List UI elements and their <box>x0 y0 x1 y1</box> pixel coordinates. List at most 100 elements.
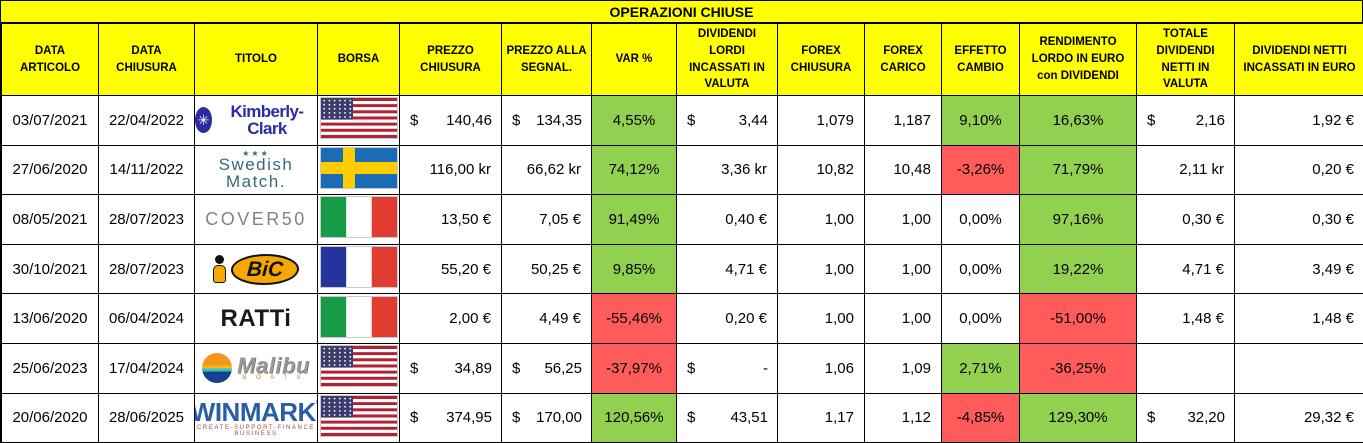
cell-titolo[interactable]: ✳ Kimberly-Clark <box>194 95 318 146</box>
column-header-borsa[interactable]: BORSA <box>317 23 400 96</box>
cell-prezzo-segnal[interactable]: 66,62 kr <box>501 144 592 196</box>
cell-var-pct[interactable]: 4,55% <box>591 95 677 146</box>
cell-dividendi-lordi[interactable]: 3,36 kr <box>676 144 778 196</box>
cell-forex-chiusura[interactable]: 1,00 <box>777 293 865 344</box>
cell-data-chiusura[interactable]: 28/06/2025 <box>98 392 195 443</box>
cell-tot-div-netti-valuta[interactable]: 4,71 € <box>1136 243 1235 295</box>
cell-prezzo-segnal[interactable]: $170,00 <box>501 392 592 443</box>
cell-var-pct[interactable]: 74,12% <box>591 144 677 196</box>
cell-dividendi-lordi[interactable]: 0,20 € <box>676 293 778 344</box>
cell-div-netti-euro[interactable] <box>1234 342 1363 394</box>
cell-div-netti-euro[interactable]: 3,49 € <box>1234 243 1363 295</box>
cell-titolo[interactable]: Malibu B O A T S <box>194 342 318 394</box>
cell-dividendi-lordi[interactable]: 0,40 € <box>676 194 778 245</box>
cell-titolo[interactable]: RATTi <box>194 293 318 344</box>
cell-borsa[interactable] <box>317 144 400 196</box>
cell-prezzo-segnal[interactable]: 7,05 € <box>501 194 592 245</box>
cell-forex-carico[interactable]: 10,48 <box>864 144 942 196</box>
cell-data-chiusura[interactable]: 14/11/2022 <box>98 144 195 196</box>
cell-div-netti-euro[interactable]: 0,30 € <box>1234 194 1363 245</box>
column-header-forex-carico[interactable]: FOREX CARICO <box>864 23 942 96</box>
cell-data-articolo[interactable]: 03/07/2021 <box>1 95 99 146</box>
cell-tot-div-netti-valuta[interactable] <box>1136 342 1235 394</box>
cell-prezzo-chiusura[interactable]: 55,20 € <box>399 243 502 295</box>
cell-data-chiusura[interactable]: 17/04/2024 <box>98 342 195 394</box>
cell-tot-div-netti-valuta[interactable]: $2,16 <box>1136 95 1235 146</box>
cell-forex-carico[interactable]: 1,187 <box>864 95 942 146</box>
cell-data-articolo[interactable]: 13/06/2020 <box>1 293 99 344</box>
cell-div-netti-euro[interactable]: 1,48 € <box>1234 293 1363 344</box>
cell-prezzo-segnal[interactable]: 4,49 € <box>501 293 592 344</box>
column-header-data-articolo[interactable]: DATA ARTICOLO <box>1 23 99 96</box>
cell-effetto-cambio[interactable]: 2,71% <box>941 342 1020 394</box>
cell-tot-div-netti-valuta[interactable]: $32,20 <box>1136 392 1235 443</box>
cell-prezzo-chiusura[interactable]: 2,00 € <box>399 293 502 344</box>
cell-data-chiusura[interactable]: 28/07/2023 <box>98 194 195 245</box>
column-header-div-netti-euro[interactable]: DIVIDENDI NETTI INCASSATI IN EURO <box>1234 23 1363 96</box>
cell-dividendi-lordi[interactable]: $3,44 <box>676 95 778 146</box>
cell-effetto-cambio[interactable]: -3,26% <box>941 144 1020 196</box>
cell-dividendi-lordi[interactable]: 4,71 € <box>676 243 778 295</box>
column-header-var-pct[interactable]: VAR % <box>591 23 677 96</box>
cell-titolo[interactable]: WINMARK®CREATE-SUPPORT-FINANCE BUSINESS <box>194 392 318 443</box>
cell-effetto-cambio[interactable]: 0,00% <box>941 194 1020 245</box>
cell-prezzo-segnal[interactable]: $134,35 <box>501 95 592 146</box>
cell-effetto-cambio[interactable]: 0,00% <box>941 243 1020 295</box>
column-header-tot-div-netti-valuta[interactable]: TOTALE DIVIDENDI NETTI IN VALUTA <box>1136 23 1235 96</box>
cell-data-articolo[interactable]: 27/06/2020 <box>1 144 99 196</box>
cell-borsa[interactable] <box>317 95 400 146</box>
cell-data-articolo[interactable]: 30/10/2021 <box>1 243 99 295</box>
column-header-effetto-cambio[interactable]: EFFETTO CAMBIO <box>941 23 1020 96</box>
cell-forex-chiusura[interactable]: 1,00 <box>777 194 865 245</box>
cell-forex-carico[interactable]: 1,00 <box>864 293 942 344</box>
cell-div-netti-euro[interactable]: 1,92 € <box>1234 95 1363 146</box>
cell-forex-carico[interactable]: 1,00 <box>864 194 942 245</box>
cell-borsa[interactable] <box>317 243 400 295</box>
cell-dividendi-lordi[interactable]: $43,51 <box>676 392 778 443</box>
cell-prezzo-chiusura[interactable]: $140,46 <box>399 95 502 146</box>
cell-prezzo-segnal[interactable]: 50,25 € <box>501 243 592 295</box>
cell-forex-chiusura[interactable]: 1,06 <box>777 342 865 394</box>
cell-effetto-cambio[interactable]: -4,85% <box>941 392 1020 443</box>
cell-titolo[interactable]: ★★★ Swedish Match. <box>194 144 318 196</box>
cell-tot-div-netti-valuta[interactable]: 2,11 kr <box>1136 144 1235 196</box>
cell-rendimento[interactable]: 97,16% <box>1019 194 1137 245</box>
cell-borsa[interactable] <box>317 293 400 344</box>
cell-data-articolo[interactable]: 08/05/2021 <box>1 194 99 245</box>
cell-var-pct[interactable]: -37,97% <box>591 342 677 394</box>
cell-rendimento[interactable]: -36,25% <box>1019 342 1137 394</box>
cell-var-pct[interactable]: 9,85% <box>591 243 677 295</box>
cell-tot-div-netti-valuta[interactable]: 1,48 € <box>1136 293 1235 344</box>
cell-forex-chiusura[interactable]: 1,079 <box>777 95 865 146</box>
cell-forex-chiusura[interactable]: 1,00 <box>777 243 865 295</box>
cell-var-pct[interactable]: 91,49% <box>591 194 677 245</box>
column-header-prezzo-chiusura[interactable]: PREZZO CHIUSURA <box>399 23 502 96</box>
cell-titolo[interactable]: BiC <box>194 243 318 295</box>
cell-prezzo-chiusura[interactable]: $374,95 <box>399 392 502 443</box>
column-header-prezzo-segnal[interactable]: PREZZO ALLA SEGNAL. <box>501 23 592 96</box>
column-header-forex-chiusura[interactable]: FOREX CHIUSURA <box>777 23 865 96</box>
cell-div-netti-euro[interactable]: 0,20 € <box>1234 144 1363 196</box>
cell-prezzo-chiusura[interactable]: 116,00 kr <box>399 144 502 196</box>
column-header-dividendi-lordi[interactable]: DIVIDENDI LORDI INCASSATI IN VALUTA <box>676 23 778 96</box>
cell-forex-chiusura[interactable]: 10,82 <box>777 144 865 196</box>
cell-borsa[interactable] <box>317 194 400 245</box>
cell-rendimento[interactable]: 129,30% <box>1019 392 1137 443</box>
cell-forex-carico[interactable]: 1,00 <box>864 243 942 295</box>
cell-forex-carico[interactable]: 1,09 <box>864 342 942 394</box>
column-header-rendimento[interactable]: RENDIMENTO LORDO IN EURO con DIVIDENDI <box>1019 23 1137 96</box>
cell-rendimento[interactable]: 16,63% <box>1019 95 1137 146</box>
cell-data-chiusura[interactable]: 06/04/2024 <box>98 293 195 344</box>
cell-data-chiusura[interactable]: 22/04/2022 <box>98 95 195 146</box>
cell-effetto-cambio[interactable]: 9,10% <box>941 95 1020 146</box>
cell-var-pct[interactable]: 120,56% <box>591 392 677 443</box>
cell-div-netti-euro[interactable]: 29,32 € <box>1234 392 1363 443</box>
cell-var-pct[interactable]: -55,46% <box>591 293 677 344</box>
cell-borsa[interactable] <box>317 342 400 394</box>
cell-rendimento[interactable]: 19,22% <box>1019 243 1137 295</box>
cell-rendimento[interactable]: 71,79% <box>1019 144 1137 196</box>
cell-prezzo-segnal[interactable]: $56,25 <box>501 342 592 394</box>
cell-dividendi-lordi[interactable]: $ - <box>676 342 778 394</box>
column-header-titolo[interactable]: TITOLO <box>194 23 318 96</box>
cell-data-articolo[interactable]: 20/06/2020 <box>1 392 99 443</box>
